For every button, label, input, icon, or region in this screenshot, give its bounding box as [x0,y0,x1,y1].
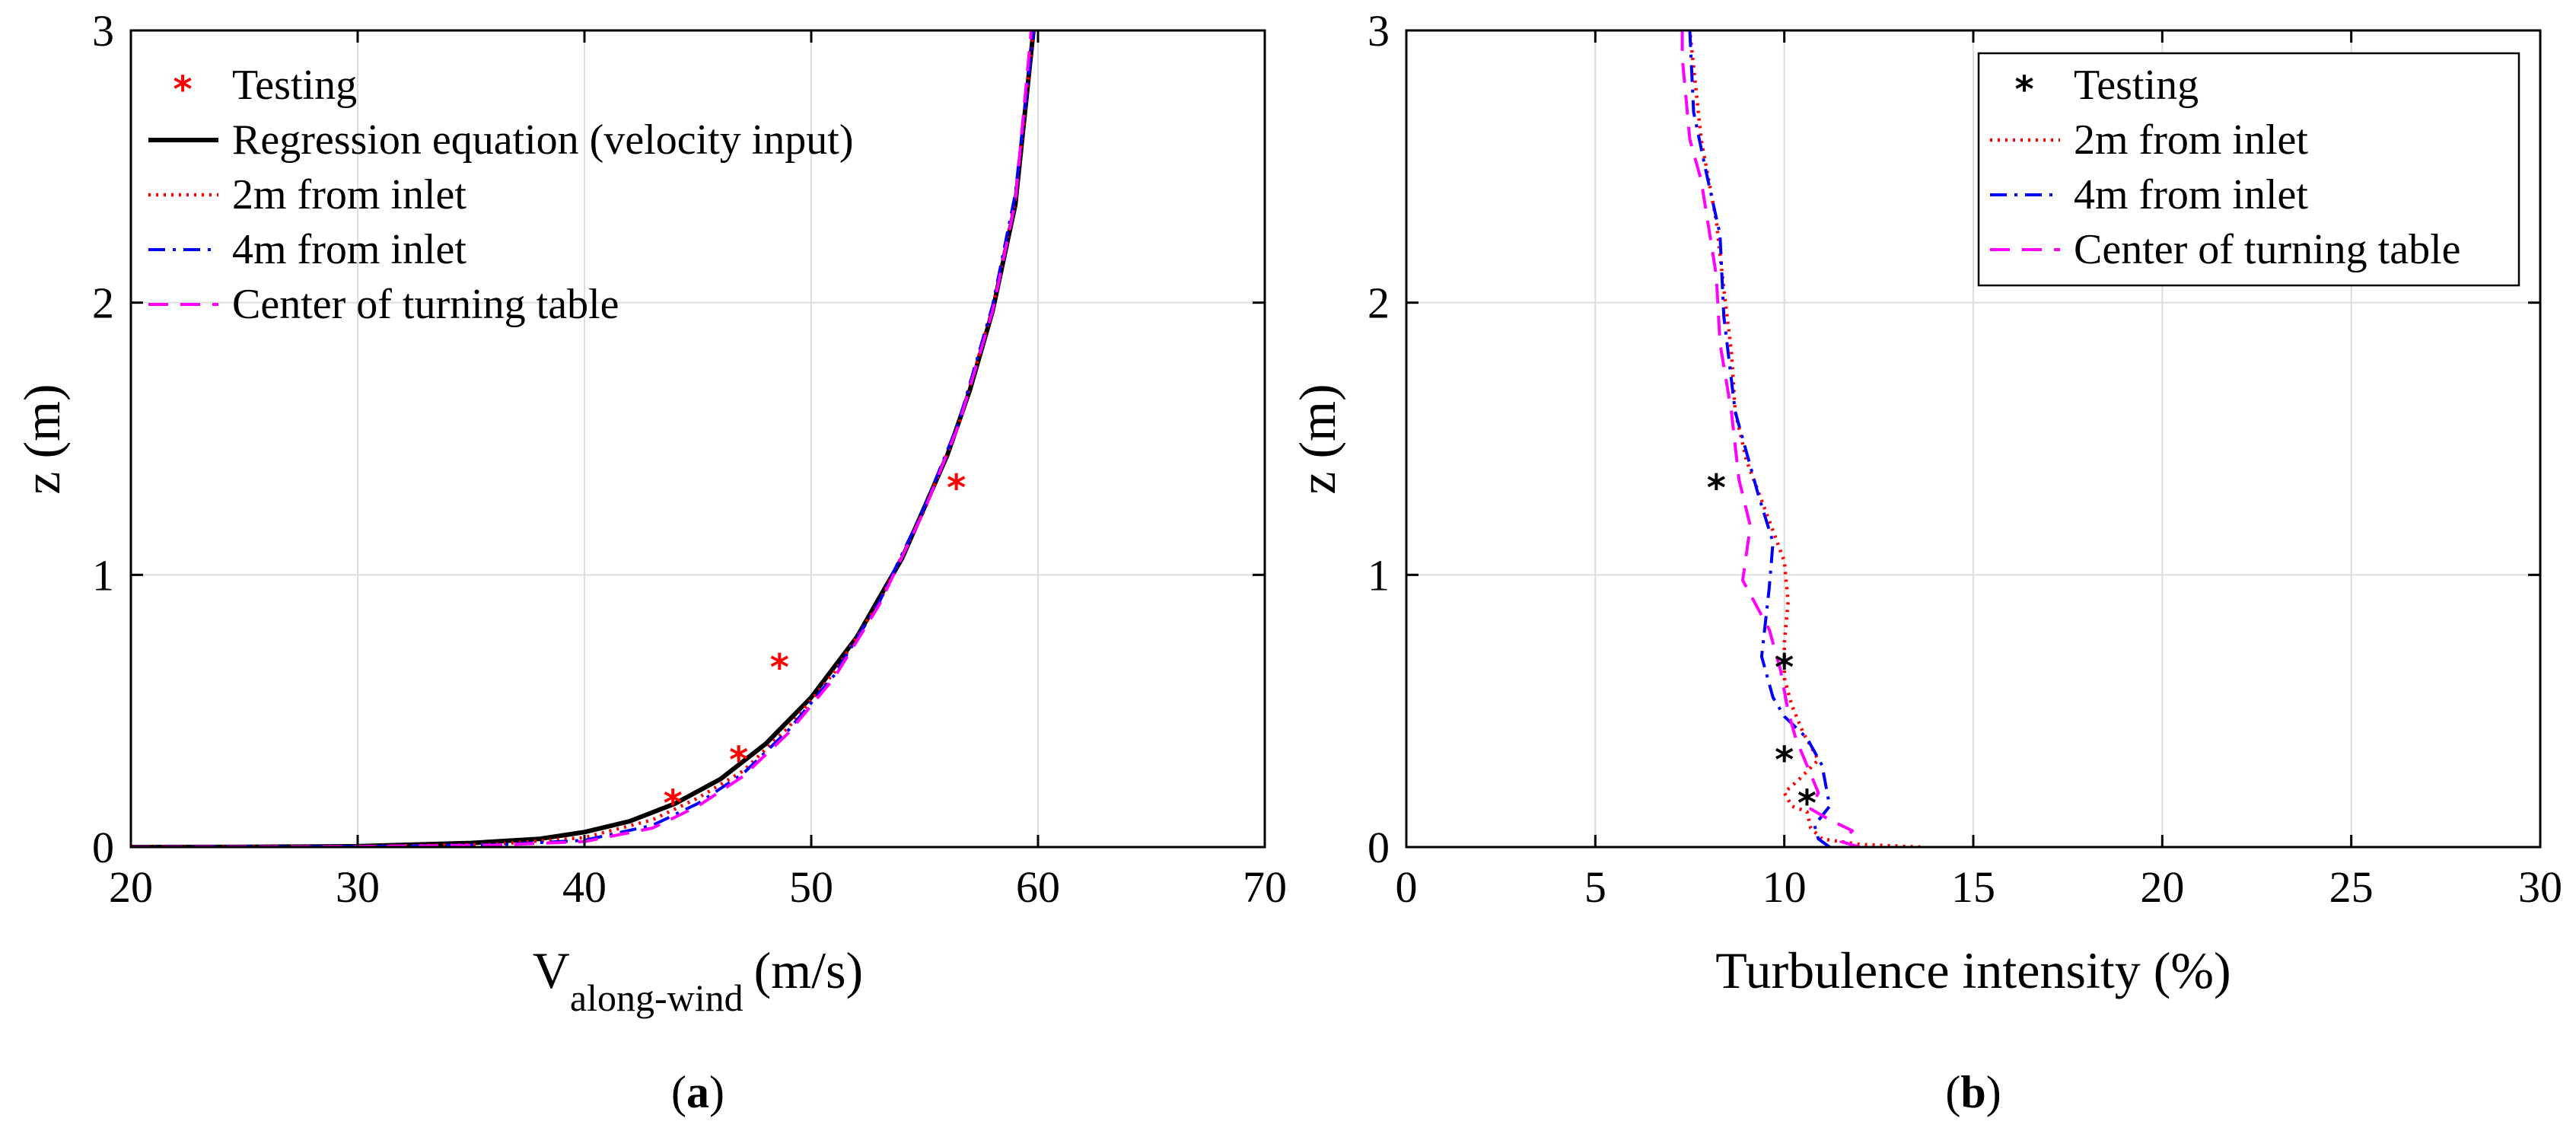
panel-a-series [131,30,1036,847]
legend-marker-testing: * [173,68,192,111]
tick-label-y: 0 [1368,823,1390,872]
tick-label-x: 25 [2329,862,2374,912]
tick-label-x: 20 [109,862,153,912]
tick-label-y: 2 [1368,279,1390,328]
panel-b-testing-markers: **** [1707,467,1817,825]
panel-a-legend: * Testing Regression equation (velocity in… [148,62,853,328]
panel-b-series [1680,30,1921,847]
tick-label-y: 2 [92,279,114,328]
testing-marker: * [947,467,966,509]
panel-a-xlabel: Valong-wind (m/s) [533,941,863,1019]
panel-a-plot-frame [129,29,1266,849]
testing-marker: * [664,782,683,825]
testing-marker: * [729,739,748,782]
panel-b-legend: * Testing 2m from inlet 4m from inlet Center… [1990,62,2461,273]
panel-b-ylabel: z (m) [1288,384,1346,494]
tick-label-x: 15 [1951,862,1995,912]
tick-label-y: 3 [1368,6,1390,56]
tick-label-y: 1 [1368,550,1390,600]
panel-b-ticks: 0 5 10 15 20 25 30 0 1 2 3 [1368,6,2562,912]
legend-marker-testing: * [2014,68,2033,111]
legend-label-4m-from-inlet: 4m from inlet [2074,171,2308,218]
testing-marker: * [1775,646,1794,689]
series-line-2m-from-inlet [1688,30,1921,847]
panel-a-ticks: 20 30 40 50 60 70 0 1 2 3 [92,6,1287,912]
panel-a-xlabel-sub: along-wind [570,976,744,1019]
tick-label-x: 20 [2140,862,2184,912]
testing-marker: * [1707,467,1726,509]
series-line-4m-from-inlet [1688,30,1832,847]
testing-marker: * [770,646,789,689]
tick-label-x: 30 [2518,862,2562,912]
series-line-center-of-turning-table [1680,30,1861,847]
panel-a-testing-markers: * * * * [664,467,966,825]
panel-b-caption-letter: b [1960,1067,1985,1117]
legend-label-center-of-turning-table: Center of turning table [232,281,619,328]
panel-b-caption: (b) [1945,1067,2001,1117]
tick-label-y: 3 [92,6,114,56]
tick-label-y: 0 [92,823,114,872]
series-line-center-of-turning-table [131,30,1033,847]
panel-b-xlabel: Turbulence intensity (%) [1715,941,2231,999]
tick-label-x: 0 [1396,862,1418,912]
tick-label-x: 30 [336,862,380,912]
tick-label-y: 1 [92,550,114,600]
tick-label-x: 5 [1584,862,1606,912]
legend-label-testing: Testing [232,62,357,109]
tick-label-x: 70 [1243,862,1287,912]
panel-a-xlabel-main: V [533,941,570,999]
legend-label-2m-from-inlet: 2m from inlet [2074,116,2308,164]
tick-label-x: 10 [1762,862,1807,912]
legend-label-2m-from-inlet: 2m from inlet [232,171,466,218]
panel-a-ylabel: z (m) [13,384,71,494]
tick-label-x: 60 [1016,862,1060,912]
legend-label-4m-from-inlet: 4m from inlet [232,226,466,273]
legend-label-regression-equation-velocity-input: Regression equation (velocity input) [232,116,853,164]
legend-label-center-of-turning-table: Center of turning table [2074,226,2461,273]
legend-label-testing: Testing [2074,62,2199,109]
panel-a-caption-letter: a [686,1067,709,1117]
tick-label-x: 40 [562,862,607,912]
panel-a-xlabel-units: (m/s) [754,941,864,999]
panel-b-legend-box [1977,52,2520,287]
testing-marker: * [1797,782,1817,825]
tick-label-x: 50 [789,862,833,912]
panel-a-caption: (a) [671,1067,724,1117]
testing-marker: * [1775,739,1794,782]
